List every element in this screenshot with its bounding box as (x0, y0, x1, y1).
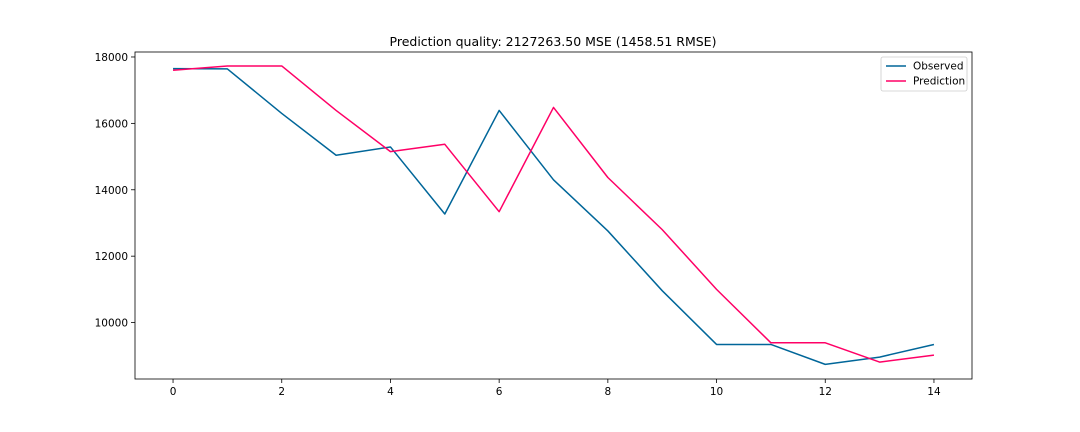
x-tick-label: 0 (170, 386, 177, 398)
y-tick-label: 12000 (95, 251, 128, 263)
x-tick-label: 8 (605, 386, 612, 398)
legend-label-prediction: Prediction (913, 76, 965, 88)
y-tick-label: 10000 (95, 318, 128, 330)
series-layer (172, 65, 935, 366)
x-tick-label: 12 (819, 386, 832, 398)
y-tick-label: 16000 (95, 118, 128, 130)
chart-title: Prediction quality: 2127263.50 MSE (1458… (390, 34, 717, 49)
legend-label-observed: Observed (913, 61, 964, 73)
x-tick-label: 6 (496, 386, 503, 398)
y-tick-label: 14000 (95, 185, 128, 197)
x-tick-label: 4 (387, 386, 394, 398)
x-tick-label: 14 (927, 386, 941, 398)
y-tick-label: 18000 (95, 52, 128, 64)
axes-layer: 0 2 4 6 8 10 12 14 10000 12000 14000 16000 18000 (95, 51, 973, 398)
plot-frame (134, 51, 973, 380)
x-tick-label: 10 (710, 386, 723, 398)
legend: Observed Prediction (880, 56, 968, 92)
x-tick-label: 2 (278, 386, 285, 398)
